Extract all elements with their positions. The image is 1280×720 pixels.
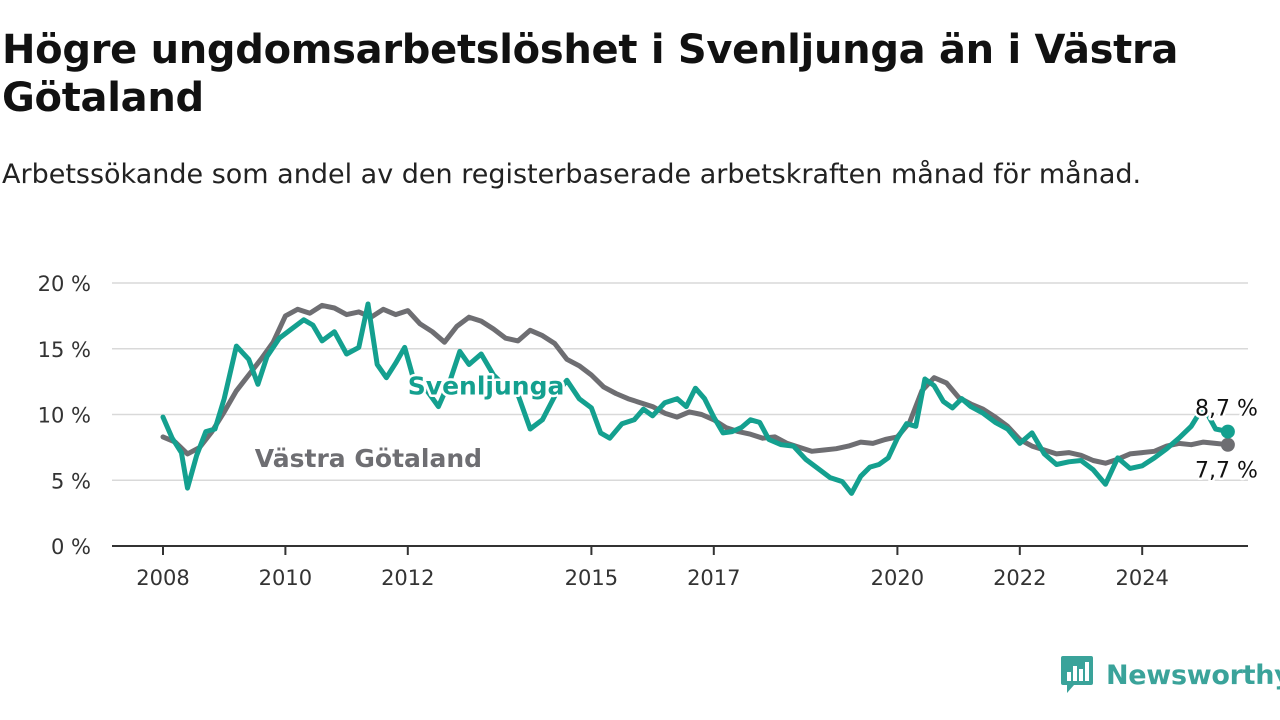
series-end-point-v-stra-g-taland	[1220, 437, 1235, 452]
brand-name: Newsworthy	[1106, 659, 1280, 691]
y-tick-label: 20 %	[38, 272, 91, 296]
series-end-point-svenljunga	[1220, 424, 1235, 439]
end-value-label-svenljunga: 8,7 %	[1195, 397, 1258, 422]
series-label-svenljunga: Svenljunga	[408, 372, 565, 401]
x-tick-label: 2024	[1115, 566, 1168, 590]
x-tick-label: 2022	[993, 566, 1046, 590]
x-tick-label: 2012	[381, 566, 434, 590]
bar-chart-logo-icon	[1061, 656, 1093, 693]
chart-gridlines	[112, 282, 1248, 481]
chart-labels: Västra Götaland 7,7 % Svenljunga 8,7 %	[252, 369, 1260, 486]
x-tick-label: 2010	[259, 566, 312, 590]
y-tick-label: 15 %	[38, 338, 91, 362]
line-chart: 0 %5 %10 %15 %20 % 2008 2010 2012 2015 2017 2…	[37, 272, 1260, 590]
x-tick-label: 2020	[871, 566, 924, 590]
chart-title: Högre ungdomsarbetslöshet i Svenljunga ä…	[2, 27, 1179, 121]
x-tick-label: 2017	[687, 566, 740, 590]
y-tick-label: 0 %	[51, 535, 91, 559]
brand-logo: Newsworthy	[1060, 655, 1280, 695]
end-value-label-v-stra-g-taland: 7,7 %	[1195, 459, 1258, 484]
chart-series	[160, 301, 1235, 496]
chart-subtitle: Arbetssökande som andel av den registerb…	[2, 159, 1142, 190]
series-line-svenljunga	[160, 301, 1231, 496]
x-tick-label: 2008	[136, 566, 189, 590]
y-tick-label: 10 %	[38, 404, 91, 428]
series-label-v-stra-g-taland: Västra Götaland	[255, 444, 482, 473]
x-tick-label: 2015	[565, 566, 618, 590]
y-axis: 0 % 5 % 10 % 15 % 20 %	[38, 272, 91, 559]
series-line-v-stra-g-taland	[160, 302, 1231, 466]
x-axis: 2008 2010 2012 2015 2017 2020 2022 2024	[112, 545, 1248, 590]
y-tick-label: 5 %	[51, 469, 91, 493]
